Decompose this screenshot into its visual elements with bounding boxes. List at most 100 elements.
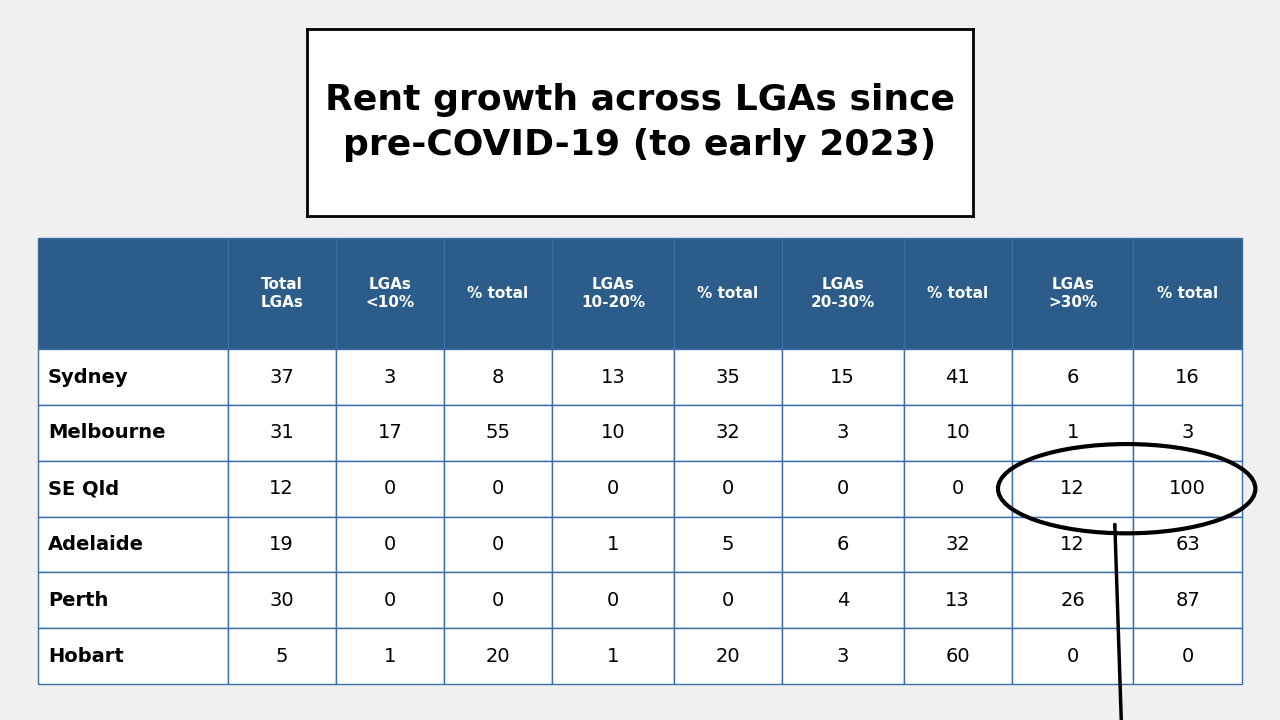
Bar	[228, 516, 335, 572]
Text: LGAs
10-20%: LGAs 10-20%	[581, 277, 645, 310]
Bar	[335, 238, 444, 349]
Bar	[904, 349, 1011, 405]
Bar	[1011, 516, 1134, 572]
Text: SE Qld: SE Qld	[49, 480, 119, 498]
Text: 10: 10	[946, 423, 970, 442]
Text: Sydney: Sydney	[49, 368, 129, 387]
Text: 63: 63	[1175, 535, 1199, 554]
Text: 0: 0	[837, 480, 849, 498]
Text: 6: 6	[1066, 368, 1079, 387]
Bar	[228, 349, 335, 405]
Bar	[1011, 238, 1134, 349]
Text: 37: 37	[269, 368, 294, 387]
Bar	[38, 516, 228, 572]
Text: % total: % total	[698, 286, 759, 301]
Text: 41: 41	[946, 368, 970, 387]
Bar	[444, 461, 552, 517]
Text: 3: 3	[1181, 423, 1194, 442]
Text: LGAs
20-30%: LGAs 20-30%	[810, 277, 876, 310]
Text: 0: 0	[1066, 647, 1079, 665]
Text: LGAs
<10%: LGAs <10%	[365, 277, 415, 310]
Bar	[552, 516, 673, 572]
Bar	[335, 628, 444, 684]
Text: 17: 17	[378, 423, 402, 442]
Text: 13: 13	[600, 368, 626, 387]
Text: 0: 0	[492, 480, 504, 498]
Bar	[552, 461, 673, 517]
Text: 1: 1	[607, 535, 620, 554]
Bar	[552, 628, 673, 684]
Bar	[552, 349, 673, 405]
Text: 1: 1	[607, 647, 620, 665]
Text: LGAs
>30%: LGAs >30%	[1048, 277, 1097, 310]
Text: 20: 20	[716, 647, 740, 665]
Text: 1: 1	[384, 647, 396, 665]
Text: Melbourne: Melbourne	[49, 423, 165, 442]
Bar	[38, 405, 228, 461]
Bar	[1134, 461, 1242, 517]
Bar	[673, 461, 782, 517]
Bar	[444, 349, 552, 405]
Bar	[673, 516, 782, 572]
Text: 26: 26	[1060, 591, 1085, 610]
Text: 32: 32	[946, 535, 970, 554]
Text: 12: 12	[1060, 480, 1085, 498]
Bar	[1134, 572, 1242, 628]
Text: Rent growth across LGAs since
pre-COVID-19 (to early 2023): Rent growth across LGAs since pre-COVID-…	[325, 83, 955, 162]
Bar	[1011, 572, 1134, 628]
Text: 0: 0	[607, 480, 620, 498]
Text: 100: 100	[1169, 480, 1206, 498]
Bar	[1011, 405, 1134, 461]
Text: 16: 16	[1175, 368, 1199, 387]
Bar	[38, 572, 228, 628]
Text: 3: 3	[384, 368, 396, 387]
Text: 3: 3	[837, 647, 849, 665]
Text: 0: 0	[951, 480, 964, 498]
Text: 3: 3	[837, 423, 849, 442]
Text: 8: 8	[492, 368, 504, 387]
Bar	[1011, 349, 1134, 405]
Text: Perth: Perth	[49, 591, 109, 610]
Bar	[904, 516, 1011, 572]
Bar	[1134, 349, 1242, 405]
Bar	[782, 516, 904, 572]
Text: 5: 5	[722, 535, 735, 554]
Bar	[1011, 461, 1134, 517]
Text: 0: 0	[492, 591, 504, 610]
Text: 0: 0	[492, 535, 504, 554]
Bar	[552, 405, 673, 461]
Bar	[335, 516, 444, 572]
Bar	[782, 572, 904, 628]
Bar	[38, 349, 228, 405]
Text: 31: 31	[269, 423, 294, 442]
Text: 32: 32	[716, 423, 740, 442]
Text: 12: 12	[269, 480, 294, 498]
Bar	[335, 572, 444, 628]
Text: 55: 55	[485, 423, 511, 442]
Bar	[228, 405, 335, 461]
Text: 1: 1	[1066, 423, 1079, 442]
Text: 0: 0	[384, 480, 396, 498]
Bar	[228, 461, 335, 517]
Bar	[444, 516, 552, 572]
Bar	[444, 405, 552, 461]
Text: Hobart: Hobart	[49, 647, 124, 665]
Text: 0: 0	[384, 591, 396, 610]
Text: % total: % total	[927, 286, 988, 301]
Text: 35: 35	[716, 368, 740, 387]
Text: 87: 87	[1175, 591, 1199, 610]
Bar	[228, 572, 335, 628]
Bar	[552, 572, 673, 628]
Bar	[782, 628, 904, 684]
Text: 0: 0	[722, 591, 733, 610]
Text: 12: 12	[1060, 535, 1085, 554]
Bar	[904, 572, 1011, 628]
Bar	[673, 405, 782, 461]
Text: 20: 20	[485, 647, 511, 665]
Text: 4: 4	[837, 591, 849, 610]
Text: 0: 0	[384, 535, 396, 554]
Bar	[228, 628, 335, 684]
Text: Adelaide: Adelaide	[49, 535, 145, 554]
Bar	[335, 405, 444, 461]
Bar	[673, 238, 782, 349]
